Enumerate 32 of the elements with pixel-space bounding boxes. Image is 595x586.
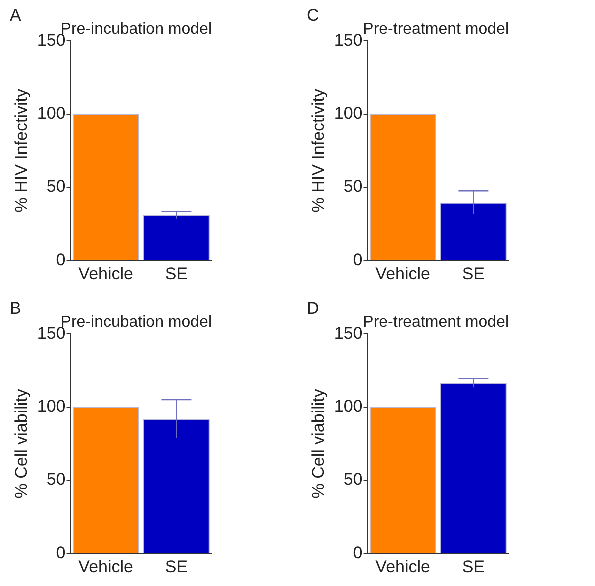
y-tick-label: 50 — [46, 177, 66, 196]
x-tick-label: Vehicle — [376, 557, 430, 576]
x-tick-label: Vehicle — [78, 557, 134, 576]
y-axis-title: % Cell viability — [308, 388, 328, 499]
chart-title: Pre-treatment model — [363, 21, 509, 38]
y-tick-label: 50 — [46, 470, 66, 490]
y-tick-label: 150 — [334, 30, 363, 50]
y-tick-label: 50 — [344, 470, 363, 490]
x-tick-label: Vehicle — [78, 264, 134, 284]
x-tick-label: Vehicle — [376, 264, 430, 284]
x-tick-label: SE — [165, 557, 188, 576]
text: B — [10, 299, 22, 318]
chart-title: Pre-treatment model — [363, 314, 509, 332]
text: A — [10, 6, 22, 26]
y-tick-label: 0 — [353, 250, 363, 270]
y-tick-label: 100 — [334, 104, 363, 124]
y-axis-title: % Cell viability — [12, 388, 31, 499]
y-tick-label: 150 — [334, 324, 363, 343]
y-tick-label: 0 — [353, 543, 363, 562]
y-tick-label: 0 — [56, 543, 66, 562]
y-tick-label: 100 — [37, 397, 66, 416]
y-tick-label: 100 — [37, 104, 66, 124]
y-tick-label: 100 — [334, 397, 363, 416]
y-tick-label: 0 — [56, 250, 66, 270]
x-tick-label: SE — [462, 557, 486, 576]
y-axis-title: % HIV Infectivity — [12, 88, 31, 213]
y-tick-label: 50 — [344, 177, 363, 196]
x-tick-label: SE — [462, 264, 486, 284]
text: C — [307, 6, 320, 26]
y-axis-title: % HIV Infectivity — [308, 88, 328, 213]
x-tick-label: SE — [165, 264, 188, 284]
text: D — [307, 299, 320, 318]
